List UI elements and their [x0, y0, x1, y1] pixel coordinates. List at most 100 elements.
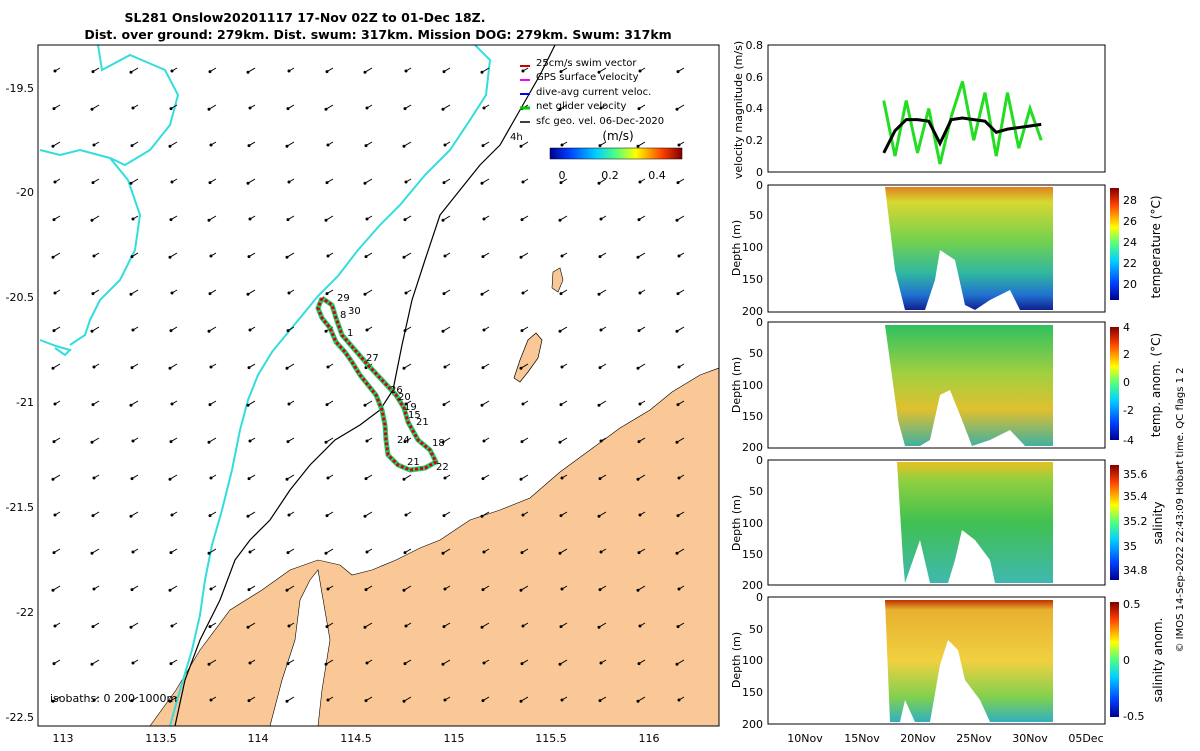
current-arrow-head — [169, 551, 173, 555]
current-arrow-head — [90, 551, 94, 555]
current-arrow-head — [287, 291, 291, 295]
current-arrow-head — [326, 143, 330, 147]
current-arrow-head — [248, 106, 252, 110]
current-arrow-head — [559, 514, 563, 518]
current-arrow-head — [51, 255, 55, 259]
qc-footer: © IMOS 14-Sep-2022 22:43:09 Hobart time.… — [1175, 367, 1186, 652]
current-arrow-head — [442, 403, 446, 407]
current-arrow-head — [519, 255, 523, 259]
current-arrow-head — [325, 181, 329, 185]
current-arrow-head — [402, 255, 406, 259]
current-arrow-head — [130, 588, 134, 592]
current-arrow-head — [324, 440, 328, 444]
current-arrow-head — [521, 180, 525, 184]
current-arrow-head — [482, 106, 486, 110]
current-arrow-head — [53, 513, 57, 517]
current-arrow-head — [208, 514, 212, 518]
current-arrow-head — [599, 439, 603, 443]
depth-tick: 200 — [742, 441, 763, 454]
current-arrow-head — [170, 513, 174, 517]
depth-tick: 200 — [742, 305, 763, 318]
current-arrow-head — [520, 329, 524, 333]
current-arrow-head — [209, 698, 213, 702]
legend-label: dive-avg current veloc. — [536, 87, 651, 98]
colorbar-tick: 0.2 — [601, 169, 619, 182]
current-arrow-head — [677, 365, 681, 369]
velocity-line — [882, 116, 1042, 154]
current-arrow-head — [51, 477, 55, 481]
current-arrow-head — [558, 218, 562, 222]
sal-anom-panel: 0.5 0 -0.5 salinity anom. — [767, 596, 1165, 725]
current-arrow-head — [246, 625, 250, 629]
isobath-cyan — [39, 45, 492, 726]
day-label: 8 — [340, 310, 346, 321]
y-tick: -20 — [16, 186, 34, 199]
current-arrow-head — [365, 217, 369, 221]
temp-anom-colorbar — [1110, 327, 1119, 440]
current-arrow-head — [131, 550, 135, 554]
map-y-axis: -19.5 -20 -20.5 -21 -21.5 -22 -22.5 — [6, 82, 34, 724]
cbar-tick: 26 — [1123, 215, 1137, 228]
cbar-tick: -0.5 — [1123, 710, 1144, 723]
depth-tick: 150 — [742, 410, 763, 423]
current-arrow-head — [442, 70, 446, 74]
current-arrow-head — [286, 107, 290, 111]
current-arrow-head — [91, 625, 95, 629]
current-arrow-head — [677, 143, 681, 147]
current-arrow-head — [326, 587, 330, 591]
current-arrow-head — [246, 70, 250, 74]
current-arrow-head — [131, 106, 135, 110]
current-arrow-head — [519, 699, 523, 703]
y-tick: -20.5 — [6, 291, 34, 304]
current-arrow-head — [675, 440, 679, 444]
island — [513, 332, 543, 383]
current-arrow-head — [519, 366, 523, 370]
current-arrow-head — [209, 254, 213, 258]
current-arrow-head — [364, 588, 368, 592]
current-arrow-head — [248, 661, 252, 665]
colorbar-unit: (m/s) — [602, 129, 633, 143]
current-arrow-head — [597, 292, 601, 296]
current-arrow-head — [52, 662, 56, 666]
current-arrow-head — [365, 328, 369, 332]
current-arrow-head — [364, 699, 368, 703]
current-arrow-head — [168, 366, 172, 370]
current-arrow-head — [404, 291, 408, 295]
current-arrow-head — [364, 144, 368, 148]
current-arrow-head — [325, 403, 329, 407]
current-arrow-head — [92, 143, 96, 147]
current-arrow-head — [599, 550, 603, 554]
map-title-line2: Dist. over ground: 279km. Dist. swum: 31… — [84, 27, 671, 42]
current-arrow-head — [286, 551, 290, 555]
current-arrow-head — [170, 291, 174, 295]
current-arrow-head — [443, 698, 447, 702]
cbar-tick: 34.8 — [1123, 564, 1148, 577]
current-arrow-head — [520, 551, 524, 555]
current-arrow-head — [403, 329, 407, 333]
current-arrow-head — [560, 365, 564, 369]
current-arrow-head — [598, 699, 602, 703]
current-arrow-head — [131, 217, 135, 221]
velocity-series — [882, 81, 1043, 165]
current-arrow-head — [169, 107, 173, 111]
isobaths-label: isobaths: 0 200 1000m — [50, 692, 177, 705]
current-arrow-head — [170, 180, 174, 184]
y-tick: -21.5 — [6, 501, 34, 514]
current-arrow-head — [90, 218, 94, 222]
current-arrow-head — [677, 587, 681, 591]
current-arrow-head — [521, 513, 525, 517]
current-arrow-head — [441, 107, 445, 111]
current-arrow-head — [247, 477, 251, 481]
current-arrow-head — [131, 328, 135, 332]
y-tick: -22.5 — [6, 711, 34, 724]
x-tick: 113.5 — [145, 732, 177, 745]
depth-axes: 0 50 100 150 200 Depth (m) 0 50 100 150 … — [730, 179, 763, 731]
current-arrow-head — [677, 698, 681, 702]
day-label: 22 — [436, 462, 449, 473]
sal-anom-label: salinity anom. — [1151, 618, 1165, 703]
current-arrow-head — [443, 587, 447, 591]
current-arrow-head — [287, 402, 291, 406]
current-arrow-head — [480, 403, 484, 407]
current-arrow-head — [168, 699, 172, 703]
current-arrow-head — [638, 69, 642, 73]
